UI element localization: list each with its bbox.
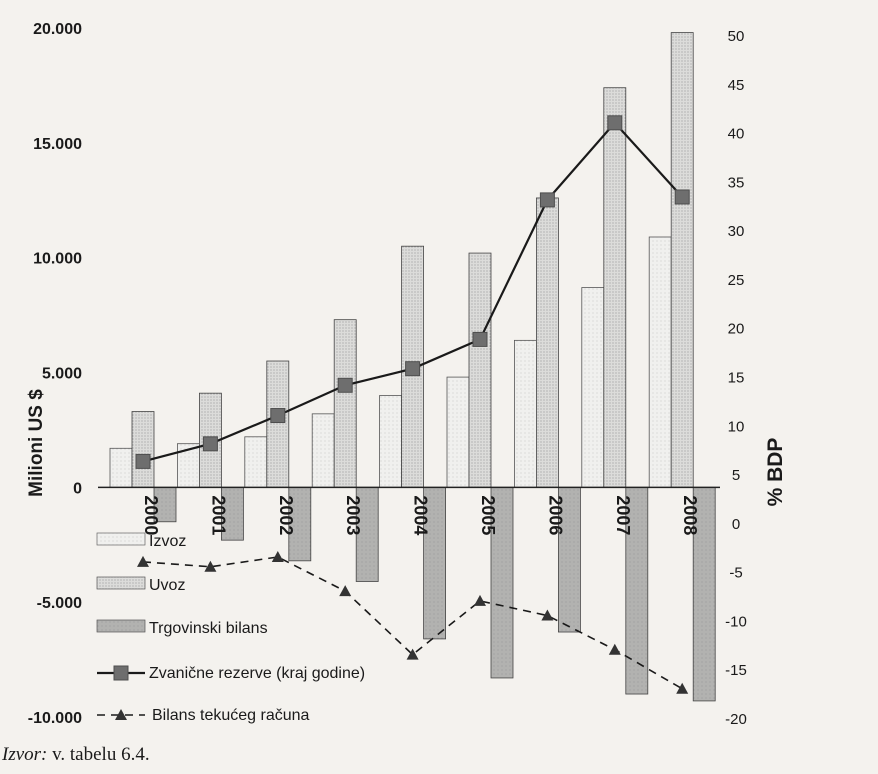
- left-tick-15.000: 15.000: [33, 136, 82, 153]
- bar-uvoz-2000: [131, 411, 155, 488]
- right-tick-15: 15: [728, 370, 745, 387]
- source-note: Izvor: v. tabelu 6.4.: [2, 744, 150, 766]
- right-tick-25: 25: [728, 272, 745, 289]
- marker-bilans-tekuceg-racuna-2007: [608, 643, 621, 655]
- bar-uvoz-2003: [333, 319, 357, 488]
- right-tick--20: -20: [725, 711, 747, 728]
- right-tick-30: 30: [728, 223, 745, 240]
- category-label-2003: 2003: [343, 495, 363, 535]
- marker-bilans-tekuceg-racuna-2003: [339, 585, 352, 597]
- left-tick-5.000: 5.000: [42, 366, 82, 383]
- legend-marker-bilans-tekuceg-racuna: [115, 709, 127, 720]
- left-tick-10.000: 10.000: [33, 251, 82, 268]
- left-tick--5.000: -5.000: [37, 595, 82, 612]
- marker-bilans-tekuceg-racuna-2002: [271, 551, 284, 563]
- legend-swatch-izvoz: [96, 532, 146, 546]
- right-tick-40: 40: [728, 126, 745, 143]
- marker-bilans-tekuceg-racuna-2004: [406, 648, 419, 660]
- bar-izvoz-2008: [648, 236, 672, 488]
- marker-zvanicne-rezerve-2001: [202, 436, 218, 452]
- right-tick-50: 50: [728, 28, 745, 45]
- bar-izvoz-2000: [109, 447, 133, 488]
- legend-label-zvanicne-rezerve: Zvanične rezerve (kraj godine): [149, 665, 365, 682]
- marker-bilans-tekuceg-racuna-2000: [137, 555, 149, 567]
- right-tick--5: -5: [729, 565, 742, 582]
- bar-uvoz-2005: [468, 252, 492, 488]
- right-tick-0: 0: [732, 516, 740, 533]
- right-tick-20: 20: [728, 321, 745, 338]
- marker-bilans-tekuceg-racuna-2008: [676, 682, 689, 694]
- legend-swatch-uvoz: [96, 576, 146, 590]
- category-label-2000: 2000: [141, 495, 161, 535]
- bar-izvoz-2005: [446, 376, 470, 488]
- marker-zvanicne-rezerve-2007: [607, 115, 623, 131]
- legend-label-uvoz: Uvoz: [149, 577, 185, 594]
- legend-label-trgovinski-bilans: Trgovinski bilans: [149, 620, 268, 637]
- category-label-2002: 2002: [276, 495, 296, 535]
- category-label-2008: 2008: [680, 495, 700, 535]
- bar-uvoz-2002: [266, 360, 290, 488]
- left-tick-0: 0: [73, 480, 82, 497]
- bar-uvoz-2007: [603, 87, 627, 488]
- legend-label-bilans-tekuceg-racuna: Bilans tekućeg računa: [152, 707, 310, 724]
- marker-bilans-tekuceg-racuna-2005: [474, 594, 486, 606]
- right-tick--10: -10: [725, 613, 747, 630]
- legend-swatch-trgovinski-bilans: [96, 619, 146, 633]
- bar-uvoz-2006: [536, 197, 559, 488]
- left-tick--10.000: -10.000: [28, 710, 82, 727]
- right-tick-45: 45: [728, 77, 745, 94]
- right-tick-35: 35: [728, 174, 745, 191]
- bar-izvoz-2006: [514, 339, 537, 488]
- category-label-2001: 2001: [208, 495, 228, 535]
- bar-izvoz-2004: [379, 395, 403, 488]
- bar-uvoz-2008: [670, 32, 694, 488]
- bar-izvoz-2007: [581, 287, 605, 488]
- legend-marker-zvanicne-rezerve: [113, 665, 129, 681]
- marker-zvanicne-rezerve-2008: [674, 189, 690, 205]
- bar-izvoz-2002: [244, 436, 268, 488]
- category-label-2005: 2005: [478, 495, 498, 535]
- right-axis-title: % BDP: [764, 438, 787, 507]
- marker-zvanicne-rezerve-2003: [337, 377, 353, 393]
- left-tick-20.000: 20.000: [33, 21, 82, 38]
- marker-zvanicne-rezerve-2004: [405, 361, 421, 377]
- marker-zvanicne-rezerve-2002: [270, 408, 286, 424]
- category-label-2004: 2004: [411, 495, 431, 535]
- marker-zvanicne-rezerve-2005: [472, 331, 488, 347]
- source-text: v. tabelu 6.4.: [47, 744, 150, 765]
- marker-bilans-tekuceg-racuna-2001: [204, 560, 217, 572]
- category-label-2007: 2007: [613, 495, 633, 535]
- left-axis-title: Milioni US $: [26, 389, 47, 497]
- right-tick-10: 10: [728, 418, 745, 435]
- bar-izvoz-2003: [311, 413, 335, 488]
- marker-zvanicne-rezerve-2000: [135, 453, 151, 469]
- marker-zvanicne-rezerve-2006: [539, 192, 555, 208]
- marker-bilans-tekuceg-racuna-2006: [541, 609, 554, 621]
- right-tick--15: -15: [725, 662, 747, 679]
- right-tick-5: 5: [732, 467, 740, 484]
- category-label-2006: 2006: [545, 495, 565, 535]
- legend-label-izvoz: Izvoz: [149, 533, 186, 550]
- line-bilans-tekuceg-racuna: [142, 556, 683, 690]
- source-label: Izvor:: [2, 744, 48, 765]
